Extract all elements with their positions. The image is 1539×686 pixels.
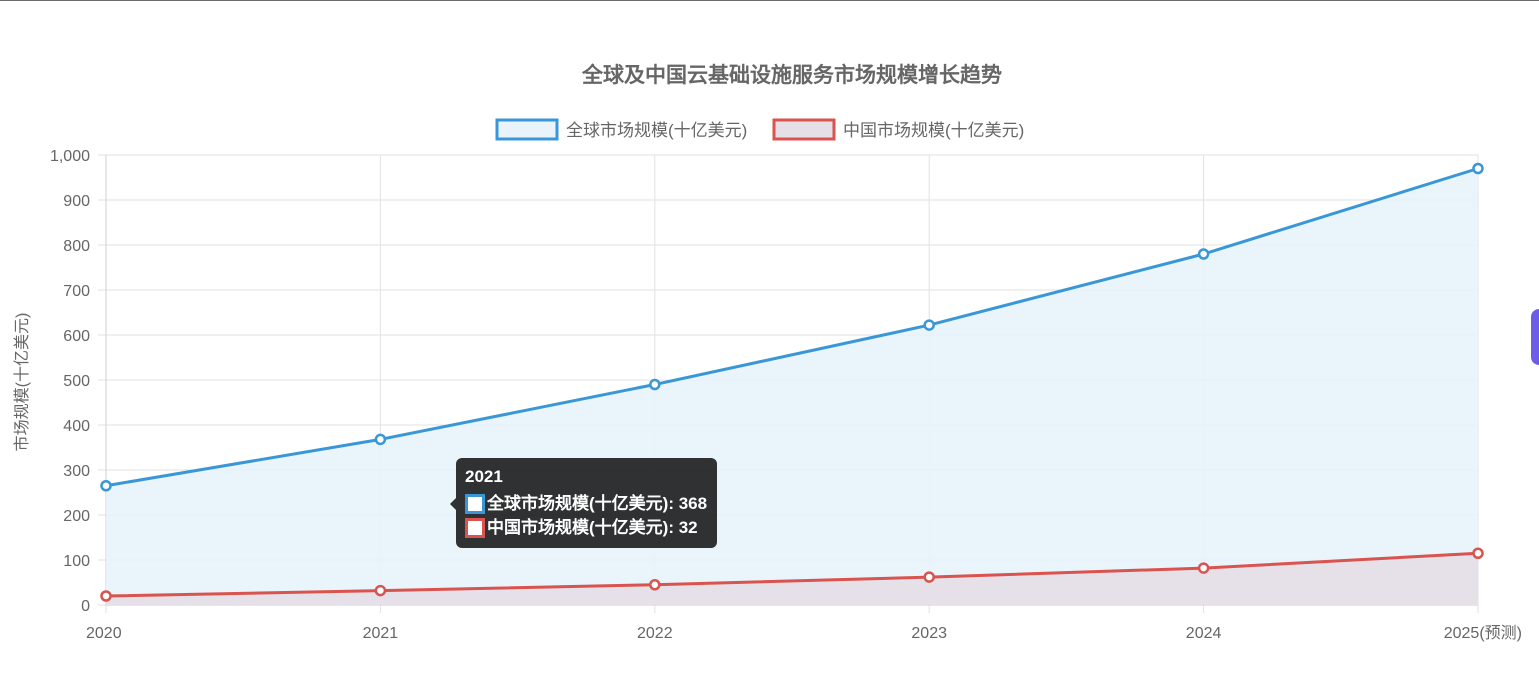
series-point-1 [100,590,112,602]
x-tick-label: 2020 [86,625,122,642]
legend-label-1: 中国市场规模(十亿美元) [843,121,1024,140]
legend-swatch-1 [772,118,836,141]
tooltip-row-china: 中国市场规模(十亿美元): 32 [465,516,707,540]
x-tick-label: 2021 [363,625,399,642]
top-border [0,0,1539,1]
side-panel-tab[interactable] [1531,309,1539,365]
tooltip-swatch-china [465,518,485,538]
y-tick-label: 1,000 [50,148,90,165]
y-tick-label: 400 [63,418,90,435]
y-tick-label: 800 [63,238,90,255]
tooltip-row-global: 全球市场规模(十亿美元): 368 [465,492,707,516]
series-point-1 [649,579,661,591]
y-tick-label: 100 [63,553,90,570]
series-point-0 [923,319,935,331]
y-tick-label: 500 [63,373,90,390]
series-point-1 [1197,562,1210,574]
y-tick-label: 200 [63,508,90,525]
series-point-0 [1197,248,1210,260]
y-tick-label: 700 [63,283,90,300]
y-axis-title: 市场规模(十亿美元) [13,313,31,452]
legend-swatch-0 [495,118,559,141]
tooltip-title: 2021 [465,467,503,486]
series-point-1 [923,571,935,583]
chart-tooltip: 2021 全球市场规模(十亿美元): 368 中国市场规模(十亿美元): 32 [449,458,718,548]
series-point-0 [1472,162,1484,175]
x-tick-label: 2022 [637,625,673,642]
tooltip-swatch-global [465,494,485,514]
series-area-0 [106,168,1478,605]
series-point-0 [649,378,661,391]
series-point-0 [374,433,387,446]
y-tick-label: 900 [63,193,90,210]
series-area-1 [106,553,1478,605]
series-line-0 [105,167,1479,488]
legend-label-0: 全球市场规模(十亿美元) [566,121,747,140]
x-tick-label: 2024 [1186,625,1222,642]
y-tick-label: 300 [63,463,90,480]
tooltip-text-global: 全球市场规模(十亿美元): 368 [487,494,708,513]
series-line-1 [105,551,1479,598]
tooltip-text-china: 中国市场规模(十亿美元): 32 [487,518,698,537]
chart-title: 全球及中国云基础设施服务市场规模增长趋势 [581,63,1002,87]
series-point-1 [1472,547,1484,559]
y-tick-label: 0 [81,598,90,615]
x-tick-label: 2023 [911,625,947,642]
series-point-1 [374,584,387,597]
y-tick-label: 600 [63,328,90,345]
series-point-0 [100,480,112,492]
x-tick-label: 2025(预测) [1444,624,1522,642]
